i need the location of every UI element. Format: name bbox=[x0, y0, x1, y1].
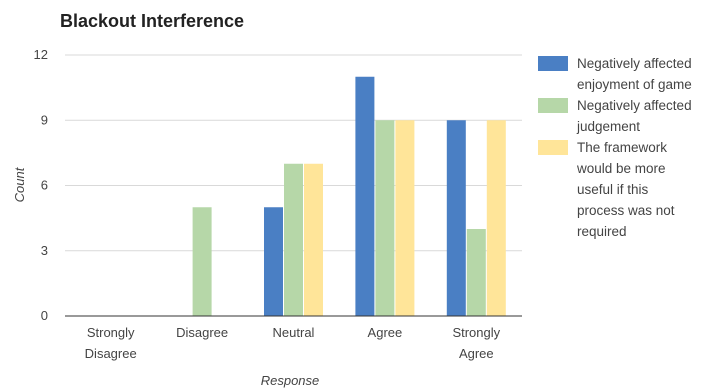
legend: Negatively affected enjoyment of game Nega… bbox=[538, 56, 692, 239]
legend-label: would be more bbox=[576, 161, 666, 176]
y-tick-label: 6 bbox=[41, 178, 48, 193]
y-tick-label: 9 bbox=[41, 112, 48, 127]
legend-label: judgement bbox=[576, 119, 640, 134]
y-tick-label: 3 bbox=[41, 243, 48, 258]
legend-swatch bbox=[538, 98, 568, 113]
legend-swatch bbox=[538, 56, 568, 71]
bar bbox=[192, 207, 212, 316]
bar bbox=[446, 120, 466, 316]
x-tick-label: Disagree bbox=[176, 325, 228, 340]
y-tick-labels: 0 3 6 9 12 bbox=[34, 47, 48, 323]
x-tick-label: Strongly bbox=[87, 325, 135, 340]
y-tick-label: 0 bbox=[41, 308, 48, 323]
legend-label: process was not bbox=[577, 203, 675, 218]
legend-label: enjoyment of game bbox=[577, 77, 692, 92]
bar bbox=[466, 229, 486, 316]
x-axis-label: Response bbox=[261, 373, 320, 388]
bar bbox=[284, 163, 303, 316]
x-tick-labels: Strongly Disagree Disagree Neutral Agree Stro… bbox=[85, 325, 501, 361]
y-axis-label: Count bbox=[12, 166, 27, 202]
legend-swatch bbox=[538, 140, 568, 155]
bar bbox=[355, 76, 375, 316]
x-tick-label: Neutral bbox=[273, 325, 315, 340]
legend-label: useful if this bbox=[577, 182, 649, 197]
x-tick-label: Agree bbox=[368, 325, 403, 340]
legend-label: Negatively affected bbox=[577, 56, 692, 71]
bar bbox=[304, 163, 323, 316]
bar bbox=[395, 120, 415, 316]
bar bbox=[375, 120, 395, 316]
bar bbox=[264, 207, 283, 316]
legend-label: The framework bbox=[577, 140, 667, 155]
chart-title: Blackout Interference bbox=[60, 11, 244, 31]
y-tick-label: 12 bbox=[34, 47, 48, 62]
legend-label: Negatively affected bbox=[577, 98, 692, 113]
bars bbox=[192, 76, 506, 316]
x-tick-label: Agree bbox=[459, 346, 494, 361]
bar bbox=[486, 120, 506, 316]
legend-label: required bbox=[577, 224, 627, 239]
x-tick-label: Disagree bbox=[85, 346, 137, 361]
x-tick-label: Strongly bbox=[452, 325, 500, 340]
